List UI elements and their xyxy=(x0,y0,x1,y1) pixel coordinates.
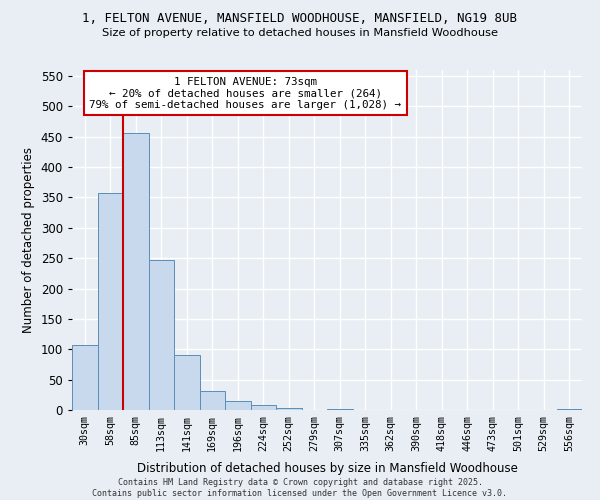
Bar xyxy=(72,345,97,410)
Y-axis label: Number of detached properties: Number of detached properties xyxy=(22,147,35,333)
Bar xyxy=(149,260,174,410)
Bar xyxy=(251,405,276,410)
X-axis label: Distribution of detached houses by size in Mansfield Woodhouse: Distribution of detached houses by size … xyxy=(137,462,517,475)
Bar xyxy=(199,390,225,410)
Bar xyxy=(174,356,199,410)
Bar xyxy=(97,193,123,410)
Bar xyxy=(123,132,149,410)
Bar xyxy=(276,408,302,410)
Text: 1, FELTON AVENUE, MANSFIELD WOODHOUSE, MANSFIELD, NG19 8UB: 1, FELTON AVENUE, MANSFIELD WOODHOUSE, M… xyxy=(83,12,517,26)
Bar xyxy=(327,409,353,410)
Text: 1 FELTON AVENUE: 73sqm
← 20% of detached houses are smaller (264)
79% of semi-de: 1 FELTON AVENUE: 73sqm ← 20% of detached… xyxy=(89,77,401,110)
Text: Contains HM Land Registry data © Crown copyright and database right 2025.
Contai: Contains HM Land Registry data © Crown c… xyxy=(92,478,508,498)
Bar xyxy=(225,401,251,410)
Text: Size of property relative to detached houses in Mansfield Woodhouse: Size of property relative to detached ho… xyxy=(102,28,498,38)
Bar xyxy=(557,409,582,410)
